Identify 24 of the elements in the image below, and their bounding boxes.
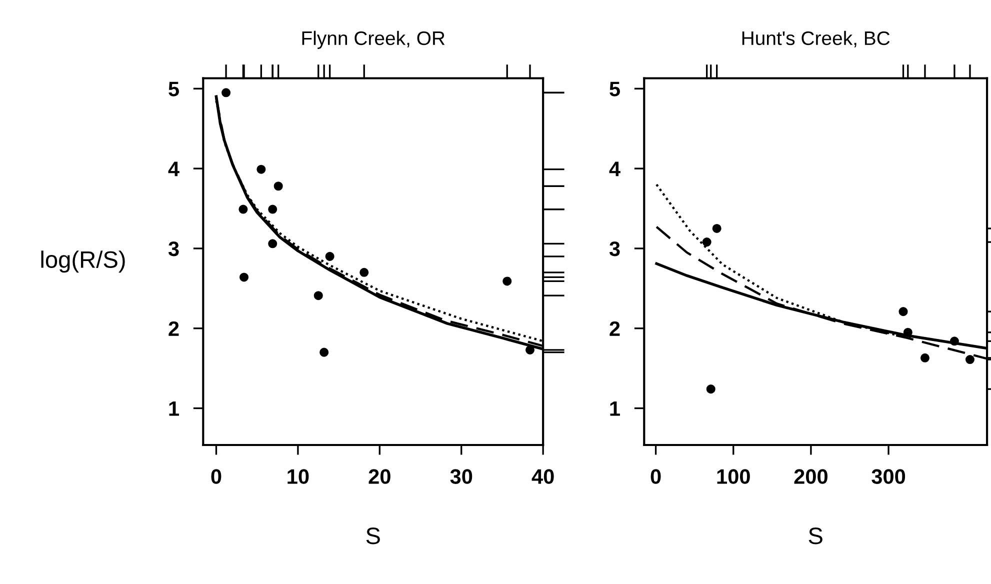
y-tick-label: 5 (168, 82, 179, 96)
chart-title: Hunt's Creek, BC (742, 30, 890, 48)
y-tick-label: 1 (169, 401, 179, 416)
x-tick-label: 300 (872, 469, 906, 484)
x-tick-label: 30 (450, 469, 472, 484)
x-tick-label: 40 (532, 469, 554, 484)
chart-title: Flynn Creek, OR (302, 30, 445, 49)
y-axis-title: log(R/S) (41, 250, 125, 273)
x-tick-label: 0 (650, 469, 661, 484)
x-tick-label: 20 (368, 469, 390, 484)
y-tick-label: 3 (609, 241, 620, 256)
y-tick-label: 2 (610, 321, 620, 336)
x-tick-label: 100 (717, 469, 750, 484)
x-tick-label: 200 (794, 469, 828, 484)
x-tick-label: 0 (211, 469, 222, 484)
x-tick-label: 10 (288, 469, 309, 484)
y-tick-label: 5 (610, 82, 620, 96)
y-tick-label: 1 (610, 401, 620, 416)
y-tick-label: 3 (168, 241, 179, 256)
y-tick-label: 4 (168, 162, 180, 176)
x-axis-title: S (366, 528, 380, 544)
y-tick-label: 2 (168, 321, 179, 336)
y-tick-label: 4 (609, 162, 620, 176)
x-axis-title: S (808, 528, 822, 544)
